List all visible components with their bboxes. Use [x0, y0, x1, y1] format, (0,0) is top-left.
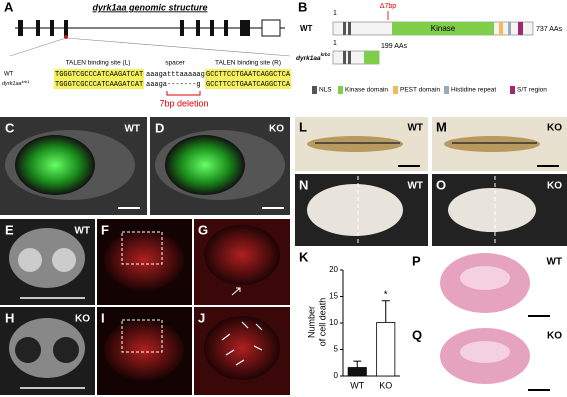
- panel-h: H KO: [0, 307, 95, 395]
- panel-q: Q KO: [408, 325, 567, 395]
- row-label: dyrk1aakrb1: [2, 79, 29, 87]
- length-label: 737 AAs: [536, 26, 563, 33]
- panel-letter: G: [198, 222, 208, 237]
- y-tick-label: 5: [334, 345, 339, 354]
- panel-g: G: [194, 219, 290, 305]
- legend-label: Kinase domain: [345, 87, 388, 94]
- genotype-label: WT: [407, 123, 423, 134]
- bar: [376, 322, 396, 377]
- panel-c: C WT: [0, 117, 147, 215]
- row-label: WT: [4, 72, 14, 78]
- panel-letter: L: [299, 119, 307, 134]
- panel-o: O KO: [432, 174, 567, 246]
- genotype-label: KO: [547, 181, 562, 192]
- legend-label: S/T region: [517, 87, 547, 94]
- start-label: 1: [333, 40, 337, 47]
- panel-letter: H: [5, 310, 14, 325]
- panel-letter: I: [101, 310, 105, 325]
- genotype-label: KO: [269, 124, 284, 135]
- panel-letter: M: [436, 119, 447, 134]
- y-tick-label: 0: [334, 371, 339, 380]
- wt-label: WT: [300, 24, 313, 33]
- mutant-label: dyrk1aa: [296, 55, 321, 62]
- length-label: 199 AAs: [381, 43, 408, 50]
- x-tick-label: KO: [379, 380, 392, 390]
- y-tick-label: 15: [329, 292, 338, 301]
- panel-j: J: [194, 307, 290, 395]
- panel-title: dyrk1aa genomic structure: [92, 2, 207, 12]
- genotype-label: WT: [546, 257, 562, 268]
- panel-letter: J: [198, 310, 205, 325]
- annotation: *: [384, 289, 388, 300]
- genotype-label: WT: [74, 226, 90, 237]
- y-tick-label: 20: [329, 265, 338, 274]
- talen-label: TALEN binding site (L): [66, 60, 131, 67]
- spacer-label: spacer: [165, 60, 185, 67]
- sequence: TGGGTCGCCCATCAAGATCAT: [55, 81, 143, 89]
- panel-p: P WT: [408, 250, 567, 322]
- mutant-sup: krb1: [321, 52, 331, 57]
- delta-label: Δ7bp: [380, 3, 396, 10]
- deletion-label: 7bp deletion: [159, 98, 208, 108]
- genotype-label: KO: [75, 314, 90, 325]
- panel-letter: N: [299, 177, 308, 192]
- talen-label: TALEN binding site (R): [215, 60, 281, 67]
- legend-label: PEST domain: [400, 87, 440, 94]
- panel-b: B 1 Δ7bp WT Kinase 737 AAs 1 dyrk1aakrb1…: [296, 0, 563, 94]
- panel-letter: C: [5, 120, 15, 135]
- panel-i: I: [97, 307, 192, 395]
- panel-letter: A: [4, 0, 14, 14]
- sequence: aaagatttaaaaag: [146, 71, 205, 79]
- panel-letter: Q: [412, 327, 422, 342]
- panel-letter: D: [155, 120, 164, 135]
- row-label-sup: krb1: [22, 79, 30, 84]
- sequence: TGGGTCGCCCATCAAGATCAT: [55, 71, 143, 79]
- genotype-label: KO: [547, 331, 562, 342]
- panel-f: F: [97, 219, 192, 305]
- panel-d: D KO: [150, 117, 290, 215]
- y-axis-label: of cell death: [317, 298, 327, 347]
- panel-letter: O: [436, 177, 446, 192]
- bar-chart: K Number of cell death 0 5 10 15 20 WT KO *: [299, 249, 400, 390]
- sequence: aaaga-------g: [146, 81, 201, 89]
- y-tick-label: 10: [329, 318, 338, 327]
- legend-label: Histidine repeat: [451, 87, 496, 94]
- panel-e: E WT: [0, 219, 95, 305]
- panel-letter: E: [5, 222, 14, 237]
- panel-letter: P: [412, 253, 421, 268]
- panel-m: M KO: [432, 117, 567, 171]
- sequence: GCCTTCCTGAATCAGGCTCA: [206, 81, 291, 89]
- row-label: dyrk1aa: [2, 81, 22, 87]
- panel-l: L WT: [295, 117, 428, 171]
- bar: [347, 367, 367, 377]
- start-label: 1: [333, 10, 337, 17]
- genotype-label: WT: [407, 181, 423, 192]
- sequence: GCCTTCCTGAATCAGGCTCA: [206, 71, 291, 79]
- x-tick-label: WT: [350, 380, 364, 390]
- panel-letter: B: [298, 0, 307, 14]
- mutant-label: dyrk1aakrb1: [296, 52, 331, 62]
- genotype-label: KO: [547, 123, 562, 134]
- y-axis-label: Number: [306, 306, 316, 338]
- legend-label: NLS: [319, 87, 332, 94]
- genotype-label: WT: [124, 124, 140, 135]
- kinase-label: Kinase: [431, 24, 456, 33]
- panel-letter: F: [101, 222, 109, 237]
- panel-n: N WT: [295, 174, 428, 246]
- panel-letter: K: [299, 249, 309, 264]
- panel-a: A dyrk1aa genomic structure TALEN bindin…: [2, 0, 291, 108]
